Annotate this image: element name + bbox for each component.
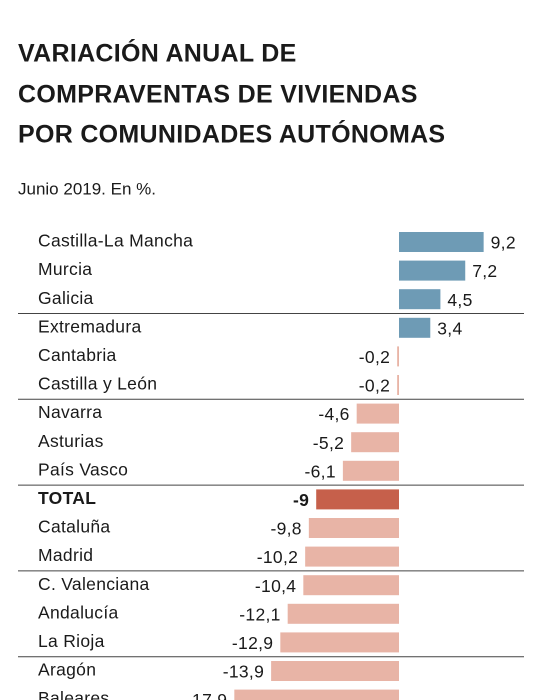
bar — [399, 317, 431, 338]
value-label: -0,2 — [359, 347, 390, 367]
category-label: Aragón — [38, 660, 96, 680]
value-label: -0,2 — [359, 376, 390, 396]
category-label: Asturias — [38, 431, 104, 451]
category-label: La Rioja — [38, 631, 105, 651]
value-label: -10,4 — [255, 576, 296, 596]
bar — [351, 432, 399, 453]
bar — [316, 489, 399, 510]
category-label: Baleares — [38, 688, 109, 700]
value-label: -4,6 — [318, 404, 349, 424]
chart-title: COMPRAVENTAS DE VIVIENDAS — [18, 81, 418, 109]
category-label: Extremadura — [38, 316, 141, 336]
value-label: 4,5 — [447, 290, 472, 310]
category-label: Madrid — [38, 545, 93, 565]
bar — [287, 603, 399, 624]
category-label: País Vasco — [38, 459, 128, 479]
bar — [303, 575, 399, 596]
value-label: -9 — [293, 490, 309, 510]
bar — [271, 661, 399, 681]
bar — [308, 518, 399, 538]
value-label: 9,2 — [491, 233, 516, 253]
chart-title: POR COMUNIDADES AUTÓNOMAS — [18, 119, 445, 149]
bar — [399, 232, 484, 252]
value-label: -6,1 — [305, 461, 336, 481]
category-label: Cantabria — [38, 345, 117, 365]
category-label: C. Valenciana — [38, 574, 150, 594]
category-label: Galicia — [38, 288, 94, 308]
category-label: TOTAL — [38, 488, 96, 508]
category-label: Castilla y León — [38, 374, 157, 394]
category-label: Andalucía — [38, 602, 119, 622]
bar — [305, 546, 399, 567]
bar — [399, 289, 441, 310]
value-label: -5,2 — [313, 433, 344, 453]
value-label: -17,9 — [186, 690, 227, 700]
bar — [399, 260, 466, 281]
chart-title: VARIACIÓN ANUAL DE — [18, 38, 297, 68]
bar — [342, 460, 399, 481]
category-label: Navarra — [38, 402, 102, 422]
bar — [397, 346, 399, 367]
bar — [397, 375, 399, 395]
bar — [280, 632, 399, 653]
bar — [234, 689, 399, 700]
value-label: -13,9 — [223, 662, 264, 682]
value-label: -10,2 — [257, 547, 298, 567]
value-label: 3,4 — [437, 318, 462, 338]
category-label: Castilla-La Mancha — [38, 231, 193, 251]
category-label: Murcia — [38, 259, 92, 279]
bar — [356, 403, 399, 424]
value-label: 7,2 — [472, 261, 497, 281]
value-label: -9,8 — [270, 519, 301, 539]
value-label: -12,9 — [232, 633, 273, 653]
value-label: -12,1 — [239, 604, 280, 624]
category-label: Cataluña — [38, 517, 110, 537]
chart-subtitle: Junio 2019. En %. — [18, 179, 156, 198]
